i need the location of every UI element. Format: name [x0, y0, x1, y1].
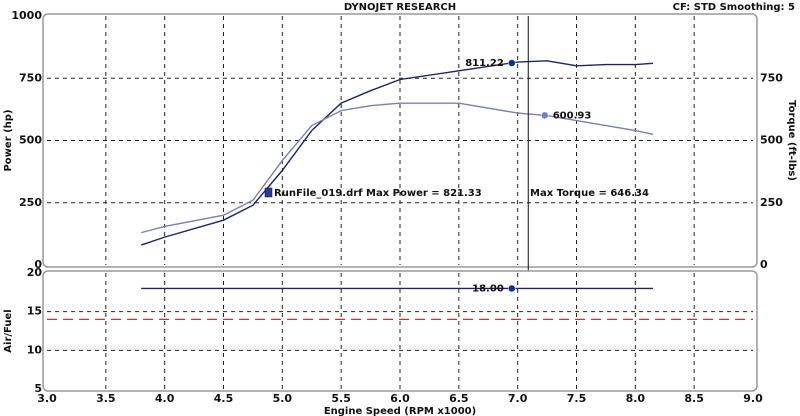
marker — [508, 284, 516, 293]
x-tick-label: 7.5 — [567, 392, 587, 405]
x-tick-label: 4.0 — [155, 392, 175, 405]
y-tick-label: 20 — [27, 266, 43, 279]
x-tick-label: 8.5 — [684, 392, 704, 405]
y2-tick-label: 250 — [760, 196, 783, 209]
x-tick-label: 3.5 — [96, 392, 116, 405]
y-tick-label: 250 — [19, 196, 42, 209]
data-line — [140, 60, 654, 246]
y2-axis-label: Torque (ft-lbs) — [786, 100, 797, 181]
x-tick-label: 6.0 — [390, 392, 410, 405]
y2-tick-label: 500 — [760, 134, 783, 147]
annotation: Max Torque = 646.34 — [530, 188, 649, 199]
x-tick-label: 3.0 — [37, 392, 57, 405]
annotation: RunFile_019.drf Max Power = 821.33 — [274, 188, 482, 199]
y-axis-label: Power (hp) — [3, 109, 14, 171]
x-tick-label: 5.0 — [273, 392, 293, 405]
annotation-icon — [264, 187, 273, 198]
y-tick-label: 1000 — [11, 9, 42, 22]
y2-tick-label: 0 — [760, 258, 768, 271]
x-tick-label: 5.5 — [331, 392, 351, 405]
chart-title: DYNOJET RESEARCH — [344, 2, 456, 13]
marker — [540, 111, 549, 120]
y-tick-label: 500 — [19, 134, 42, 147]
marker — [508, 59, 516, 67]
y-tick-label: 5 — [34, 382, 42, 395]
x-tick-label: 9.0 — [743, 392, 763, 405]
x-tick-label: 8.0 — [626, 392, 646, 405]
marker-label: 600.93 — [553, 110, 592, 121]
x-tick-label: 7.0 — [508, 392, 528, 405]
chart-subtitle: CF: STD Smoothing: 5 — [673, 2, 795, 13]
x-tick-label: 4.5 — [214, 392, 234, 405]
marker-label: 18.00 — [472, 283, 504, 294]
x-tick-label: 6.5 — [449, 392, 469, 405]
y-tick-label: 10 — [27, 343, 43, 356]
data-line — [140, 102, 654, 234]
x-axis-label: Engine Speed (RPM x1000) — [324, 406, 476, 416]
y-axis-label: Air/Fuel — [3, 309, 14, 352]
y2-tick-label: 750 — [760, 71, 783, 84]
y-tick-label: 0 — [34, 258, 42, 271]
marker-label: 811.22 — [465, 58, 504, 69]
y-tick-label: 750 — [19, 71, 42, 84]
y-tick-label: 15 — [27, 305, 42, 318]
